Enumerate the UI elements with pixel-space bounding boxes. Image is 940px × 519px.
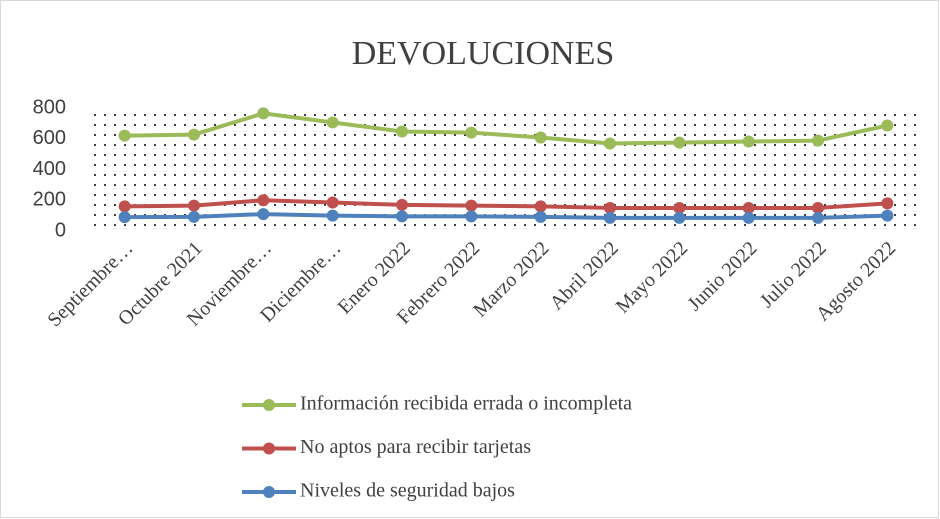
data-point	[604, 137, 616, 150]
data-point	[257, 107, 270, 120]
data-point	[257, 208, 270, 221]
data-point	[465, 199, 478, 212]
data-point	[881, 119, 894, 132]
y-tick-label: 600	[33, 127, 66, 149]
legend-marker	[263, 486, 275, 498]
data-point	[881, 197, 894, 210]
data-point	[742, 201, 755, 214]
plot-area	[90, 108, 922, 231]
data-point	[812, 201, 824, 214]
legend-label: Información recibida errada o incompleta	[300, 393, 632, 415]
data-point	[604, 201, 616, 214]
data-point	[396, 210, 408, 223]
legend-marker	[263, 442, 275, 455]
series-line	[124, 212, 888, 220]
legend-label: Niveles de seguridad bajos	[300, 480, 515, 502]
data-point	[326, 196, 339, 209]
data-point	[604, 211, 616, 224]
data-point	[118, 211, 131, 224]
data-point	[812, 134, 824, 147]
series-line	[124, 198, 888, 210]
y-tick-label: 800	[33, 96, 66, 118]
data-point	[465, 210, 478, 223]
y-tick-label: 0	[55, 219, 66, 241]
data-point	[326, 116, 339, 129]
data-point	[881, 209, 894, 222]
series-line	[124, 111, 888, 146]
data-point	[257, 194, 270, 207]
data-point	[396, 198, 408, 211]
data-point	[534, 210, 547, 223]
legend-label: No aptos para recibir tarjetas	[300, 436, 531, 458]
data-point	[396, 125, 408, 138]
data-point	[742, 211, 755, 224]
legend-marker	[263, 399, 275, 411]
y-tick-label: 400	[33, 158, 66, 180]
data-point	[188, 199, 200, 212]
data-point	[326, 209, 339, 222]
data-point	[812, 211, 824, 224]
data-point	[188, 128, 200, 141]
data-point	[534, 200, 547, 213]
data-point	[673, 136, 686, 149]
data-point	[118, 129, 131, 142]
chart-title: DEVOLUCIONES	[352, 35, 615, 72]
data-point	[465, 126, 478, 139]
data-point	[534, 131, 547, 144]
data-point	[742, 135, 755, 148]
y-tick-label: 200	[33, 189, 66, 211]
data-point	[673, 211, 686, 224]
data-point	[673, 201, 686, 214]
data-point	[118, 200, 131, 213]
data-point	[188, 210, 200, 223]
